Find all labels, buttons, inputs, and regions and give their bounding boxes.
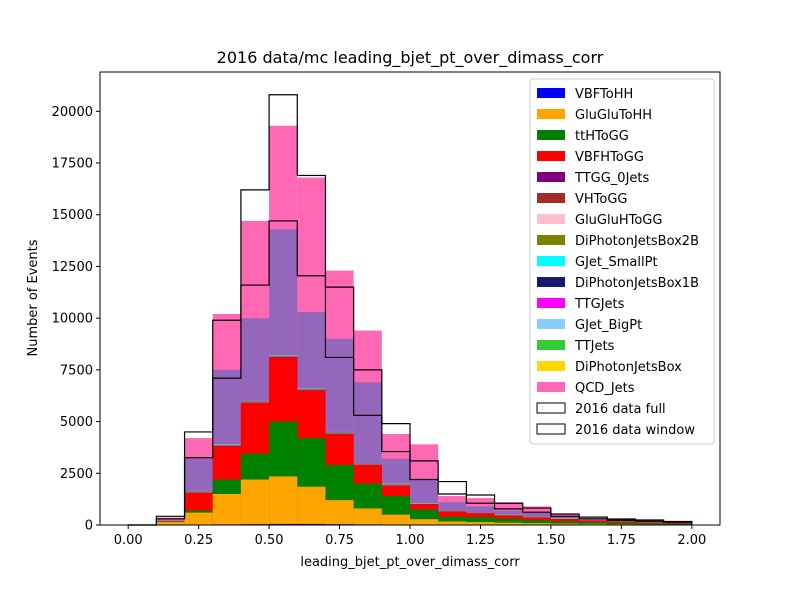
legend-label-4: TTGG_0Jets [574, 171, 650, 186]
x-tick-label-2: 0.50 [255, 533, 284, 548]
bar-vbftohh-6 [297, 523, 326, 525]
legend-swatch-8 [537, 256, 565, 266]
legend-swatch-15 [536, 402, 566, 414]
legend-label-6: GluGluHToGG [575, 213, 662, 228]
y-tick-label-3: 7500 [60, 363, 93, 378]
legend-label-0: VBFToHH [575, 87, 633, 102]
legend-label-5: VHToGG [575, 192, 628, 207]
legend-swatch-1 [537, 109, 565, 119]
bar-gluglutohh-7 [325, 500, 354, 525]
legend-swatch-0 [537, 88, 565, 98]
legend-label-14: QCD_Jets [575, 381, 635, 396]
bar-vbftohh-5 [269, 523, 298, 525]
bar-gluglutohh-10 [410, 519, 439, 525]
bar-gluglutohh-8 [353, 508, 382, 525]
x-tick-label-4: 1.00 [396, 533, 425, 548]
x-tick-label-1: 0.25 [184, 533, 213, 548]
x-tick-label-6: 1.50 [536, 533, 565, 548]
legend-label-15: 2016 data full [575, 402, 666, 417]
legend-swatch-4 [537, 172, 565, 182]
legend-swatch-12 [537, 340, 565, 350]
legend-label-1: GluGluToHH [575, 108, 652, 123]
y-axis-label: Number of Events [26, 239, 41, 356]
x-axis-label: leading_bjet_pt_over_dimass_corr [300, 555, 520, 570]
legend-swatch-9 [537, 277, 565, 287]
bar-gluglutohh-12 [466, 522, 495, 525]
y-tick-label-5: 12500 [52, 260, 93, 275]
bar-gluglutohh-4 [240, 479, 270, 525]
legend-swatch-2 [537, 130, 565, 140]
bar-gluglutohh-3 [212, 493, 241, 525]
histogram-bars [156, 125, 692, 525]
y-tick-label-2: 5000 [60, 415, 93, 430]
y-tick-label-6: 15000 [52, 208, 93, 223]
bar-gluglutohh-13 [494, 522, 523, 525]
legend-label-8: GJet_SmallPt [575, 255, 658, 270]
bar-gluglutohh-5 [269, 476, 298, 525]
bar-gluglutohh-16 [579, 523, 608, 525]
legend-box [529, 78, 715, 445]
bar-gluglutohh-2 [184, 512, 213, 525]
legend-swatch-6 [537, 214, 565, 224]
bar-gluglutohh-15 [550, 523, 580, 525]
bar-tthtogg-18 [635, 523, 664, 525]
legend-swatch-14 [537, 382, 565, 392]
bar-tthtogg-15 [550, 521, 580, 525]
y-tick-label-8: 20000 [52, 105, 93, 120]
x-tick-label-7: 1.75 [607, 533, 636, 548]
bar-gluglutohh-14 [522, 523, 551, 525]
legend-swatch-5 [537, 193, 565, 203]
x-tick-label-0: 0.00 [114, 533, 143, 548]
x-tick-label-5: 1.25 [466, 533, 495, 548]
bar-tthtogg-19 [663, 523, 692, 525]
legend-label-11: GJet_BigPt [575, 318, 642, 333]
legend-swatch-13 [537, 361, 565, 371]
x-tick-label-8: 2.00 [677, 533, 706, 548]
y-tick-label-1: 2500 [60, 467, 93, 482]
chart-title: 2016 data/mc leading_bjet_pt_over_dimass… [217, 48, 604, 68]
legend-label-10: TTGJets [574, 297, 625, 312]
bar-tthtogg-16 [579, 522, 608, 525]
bar-tthtogg-13 [494, 518, 523, 525]
legend-label-12: TTJets [574, 339, 615, 354]
legend-swatch-11 [537, 319, 565, 329]
bar-tthtogg-14 [522, 520, 551, 525]
bar-gluglutohh-11 [438, 521, 467, 525]
legend-swatch-3 [537, 151, 565, 161]
bar-gluglutohh-9 [381, 514, 410, 525]
bar-gluglutohh-6 [297, 486, 326, 525]
y-axis-ticks: 0 2500 5000 7500 10000 12500 15000 17500 20000 [52, 105, 100, 534]
legend-swatch-7 [537, 235, 565, 245]
y-tick-label-0: 0 [85, 519, 93, 534]
legend-label-7: DiPhotonJetsBox2B [575, 234, 699, 249]
legend-swatch-10 [537, 298, 565, 308]
bar-tthtogg-17 [607, 522, 636, 525]
bar-gluglutohh-1 [156, 521, 185, 525]
legend-label-16: 2016 data window [575, 423, 695, 438]
y-tick-label-7: 17500 [52, 157, 93, 172]
x-tick-label-3: 0.75 [325, 533, 354, 548]
x-axis-ticks: 0.00 0.25 0.50 0.75 1.00 1.25 1.50 1.75 2.00 [114, 525, 706, 548]
bar-tthtogg-11 [438, 516, 467, 525]
legend-label-3: VBFHToGG [575, 150, 644, 165]
y-tick-label-4: 10000 [52, 312, 93, 327]
legend: VBFToHH GluGluToHH ttHToGG VBFHToGG TTGG_0Je… [529, 78, 715, 445]
legend-label-2: ttHToGG [575, 129, 629, 144]
legend-label-9: DiPhotonJetsBox1B [575, 276, 699, 291]
legend-swatch-16 [536, 423, 566, 435]
legend-label-13: DiPhotonJetsBox [575, 360, 682, 375]
data-line-1 [128, 220, 693, 526]
bar-tthtogg-12 [466, 517, 495, 525]
data-step-lines [128, 94, 693, 526]
